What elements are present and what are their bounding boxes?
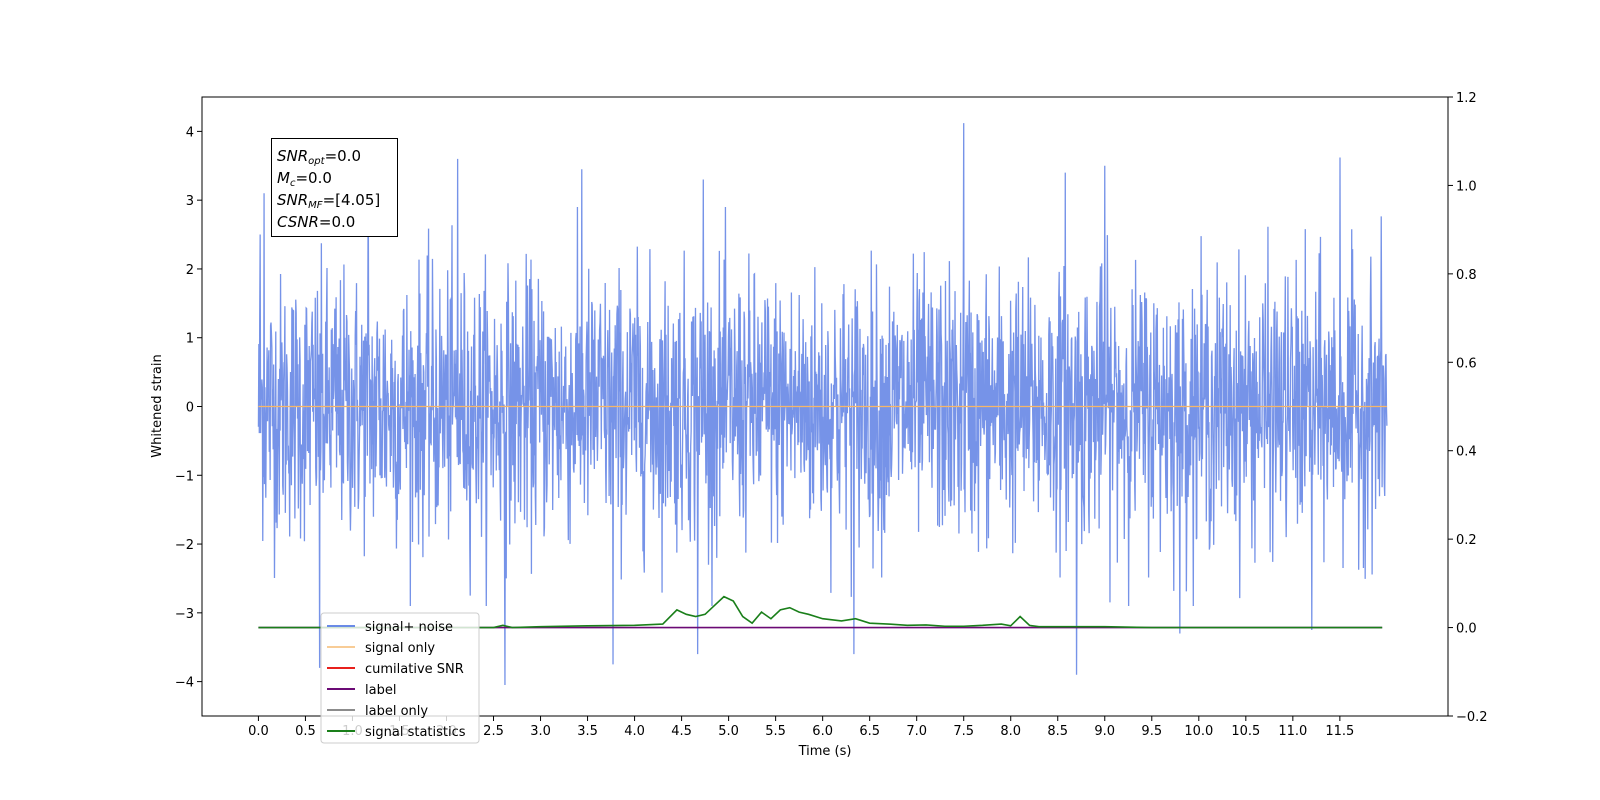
x-tick-label: 11.5 (1325, 724, 1354, 739)
x-tick-label: 10.5 (1231, 724, 1260, 739)
annotation-csnr: CSNR=0.0 (277, 213, 356, 231)
y2-tick-label: 0.0 (1456, 622, 1477, 637)
y-axis-label: Whitened strain (150, 354, 165, 457)
x-tick-label: 7.5 (953, 724, 974, 739)
annotation-snr-mf: SNRMF=[4.05] (277, 191, 381, 211)
x-tick-label: 9.0 (1094, 724, 1115, 739)
x-tick-label: 4.0 (624, 724, 645, 739)
series-signal-statistics-line (258, 595, 1383, 629)
y2-tick-label: 1.0 (1456, 179, 1477, 194)
x-tick-label: 6.0 (812, 724, 833, 739)
x-tick-label: 4.5 (671, 724, 692, 739)
y-tick-label: −1 (175, 469, 194, 484)
y2-axis-ticks: −0.2 0.0 0.2 0.4 0.6 0.8 1.0 1.2 (1448, 91, 1488, 725)
y-tick-label: 4 (186, 125, 194, 140)
x-tick-label: 8.5 (1047, 724, 1068, 739)
y-tick-label: −2 (175, 538, 194, 553)
legend-entry-label: label (365, 683, 396, 698)
legend-entry-label: signal+ noise (365, 620, 453, 635)
x-tick-label: 7.0 (906, 724, 927, 739)
annotation-mc: Mc=0.0 (277, 169, 332, 189)
x-tick-label: 3.5 (577, 724, 598, 739)
y-axis-ticks: −4 −3 −2 −1 0 1 2 3 4 (175, 125, 202, 691)
x-tick-label: 10.0 (1184, 724, 1213, 739)
x-tick-label: 6.5 (859, 724, 880, 739)
annotation-snr-opt: SNRopt=0.0 (277, 147, 361, 167)
y-tick-label: 0 (186, 401, 194, 416)
y-tick-label: −3 (175, 607, 194, 622)
legend: signal+ noise signal only cumilative SNR la… (320, 612, 480, 744)
x-tick-label: 5.0 (718, 724, 739, 739)
x-axis-label: Time (s) (798, 744, 852, 759)
y2-tick-label: 0.2 (1456, 533, 1477, 548)
annotation-box: SNRopt=0.0 Mc=0.0 SNRMF=[4.05] CSNR=0.0 (271, 138, 398, 237)
x-tick-label: 3.0 (530, 724, 551, 739)
x-tick-label: 0.5 (295, 724, 316, 739)
series-layer (257, 123, 1388, 686)
y2-tick-label: 1.2 (1456, 91, 1477, 106)
y2-tick-label: 0.4 (1456, 445, 1477, 460)
legend-entry-label: cumilative SNR (365, 662, 464, 677)
y2-tick-label: −0.2 (1456, 710, 1488, 725)
legend-entry-label: signal statistics (365, 725, 466, 740)
x-tick-label: 8.0 (1000, 724, 1021, 739)
legend-entry-label: signal only (365, 641, 435, 656)
x-tick-label: 0.0 (248, 724, 269, 739)
y2-tick-label: 0.8 (1456, 268, 1477, 283)
y-tick-label: −4 (175, 676, 194, 691)
y2-tick-label: 0.6 (1456, 356, 1477, 371)
x-tick-label: 9.5 (1141, 724, 1162, 739)
legend-entry-label: label only (365, 704, 428, 719)
series-signal-noise-line (257, 123, 1388, 686)
x-tick-label: 11.0 (1278, 724, 1307, 739)
y-tick-label: 1 (186, 332, 194, 347)
y-tick-label: 3 (186, 194, 194, 209)
x-tick-label: 5.5 (765, 724, 786, 739)
legend-frame (320, 612, 480, 744)
x-tick-label: 2.5 (483, 724, 504, 739)
y-tick-label: 2 (186, 263, 194, 278)
